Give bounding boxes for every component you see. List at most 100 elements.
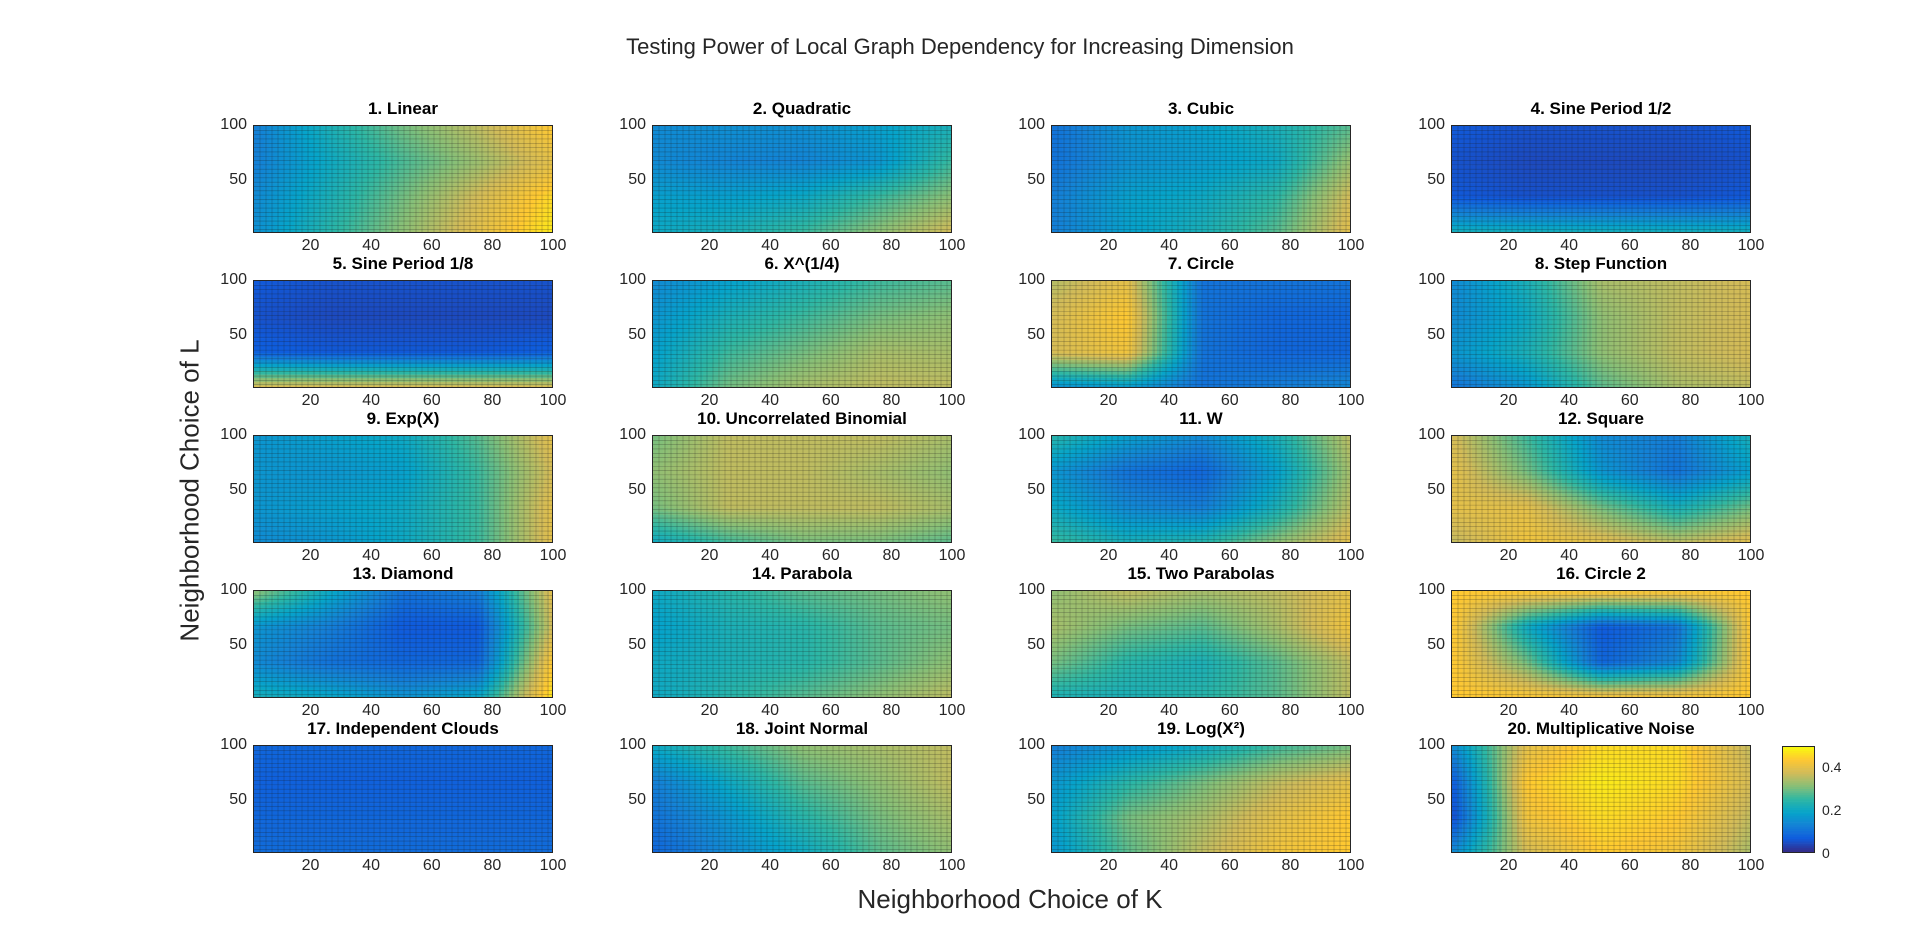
- heatmap-cell: [404, 223, 410, 228]
- heatmap-cell: [723, 133, 729, 138]
- heatmap-cell: [873, 212, 879, 217]
- heatmap-cell: [304, 226, 310, 231]
- heatmap-cell: [254, 169, 260, 174]
- heatmap-cell: [1202, 180, 1208, 184]
- heatmap-cell: [868, 187, 874, 192]
- heatmap-cell: [693, 190, 699, 195]
- heatmap-cell: [534, 194, 540, 199]
- heatmap-cell: [1177, 183, 1183, 188]
- heatmap-cell: [848, 201, 854, 206]
- heatmap-cell: [848, 226, 854, 231]
- heatmap-cell: [828, 205, 834, 210]
- heatmap-cell: [1342, 144, 1348, 148]
- heatmap-cell: [793, 183, 799, 188]
- heatmap-cell: [793, 212, 799, 217]
- heatmap-cell: [254, 147, 260, 152]
- heatmap-cell: [833, 151, 839, 156]
- heatmap-cell: [534, 198, 540, 202]
- heatmap-cell: [1167, 169, 1173, 174]
- heatmap-cell: [404, 172, 410, 177]
- heatmap-cell: [534, 201, 540, 206]
- heatmap-cell: [1342, 172, 1348, 177]
- heatmap-cell: [933, 180, 939, 184]
- heatmap-cell: [708, 187, 714, 192]
- heatmap-cell: [728, 219, 734, 224]
- heatmap-cell: [1112, 176, 1118, 181]
- heatmap-cell: [294, 147, 300, 152]
- heatmap-cell: [703, 136, 709, 141]
- heatmap-cell: [678, 201, 684, 206]
- heatmap-cell: [369, 144, 375, 148]
- heatmap-cell: [354, 183, 360, 188]
- heatmap-cell: [1167, 190, 1173, 195]
- heatmap-cell: [259, 172, 265, 177]
- heatmap-cell: [818, 223, 824, 228]
- heatmap-cell: [733, 126, 739, 130]
- heatmap-cell: [738, 133, 744, 138]
- heatmap-cell: [653, 208, 659, 213]
- y-tick-label: 50: [207, 171, 247, 189]
- heatmap-cell: [524, 158, 530, 163]
- heatmap-cell: [683, 129, 689, 134]
- heatmap-cell: [863, 162, 869, 166]
- heatmap-cell: [1322, 162, 1328, 166]
- heatmap-cell: [429, 190, 435, 195]
- heatmap-cell: [1222, 194, 1228, 199]
- heatmap-cell: [439, 190, 445, 195]
- heatmap-cell: [773, 136, 779, 141]
- heatmap-cell: [284, 172, 290, 177]
- heatmap-cell: [399, 176, 405, 181]
- heatmap-cell: [703, 223, 709, 228]
- heatmap-cell: [833, 205, 839, 210]
- heatmap-cell: [928, 212, 934, 217]
- heatmap-cell: [873, 205, 879, 210]
- heatmap-cell: [923, 198, 929, 202]
- heatmap-cell: [903, 226, 909, 231]
- heatmap-cell: [933, 151, 939, 156]
- heatmap-cell: [738, 187, 744, 192]
- heatmap-cell: [658, 208, 664, 213]
- heatmap-cell: [803, 219, 809, 224]
- heatmap-cell: [319, 151, 325, 156]
- heatmap-cell: [364, 126, 370, 130]
- heatmap-cell: [1277, 176, 1283, 181]
- heatmap-cell: [828, 129, 834, 134]
- heatmap-cell: [424, 180, 430, 184]
- heatmap-cell: [279, 208, 285, 213]
- heatmap-cell: [798, 208, 804, 213]
- heatmap-cell: [768, 133, 774, 138]
- heatmap-cell: [489, 172, 495, 177]
- heatmap-cell: [1112, 187, 1118, 192]
- heatmap-cell: [454, 172, 460, 177]
- heatmap-cell: [349, 216, 355, 220]
- heatmap-cell: [913, 208, 919, 213]
- heatmap-cell: [1167, 187, 1173, 192]
- heatmap-cell: [1337, 165, 1343, 170]
- heatmap-cell: [668, 147, 674, 152]
- heatmap-cell: [1232, 151, 1238, 156]
- heatmap-cell: [259, 147, 265, 152]
- heatmap-cell: [668, 183, 674, 188]
- heatmap-cell: [459, 205, 465, 210]
- heatmap-cell: [783, 198, 789, 202]
- heatmap-cell: [464, 172, 470, 177]
- heatmap-cell: [1052, 176, 1058, 181]
- heatmap-cell: [1252, 136, 1258, 141]
- heatmap-cell: [329, 140, 335, 145]
- heatmap-cell: [464, 194, 470, 199]
- heatmap-cell: [534, 172, 540, 177]
- heatmap-cell: [334, 216, 340, 220]
- heatmap-cell: [1267, 158, 1273, 163]
- heatmap-cell: [928, 180, 934, 184]
- heatmap-cell: [1332, 133, 1338, 138]
- heatmap-cell: [1197, 129, 1203, 134]
- heatmap-cell: [1282, 183, 1288, 188]
- heatmap-cell: [399, 165, 405, 170]
- heatmap-cell: [843, 151, 849, 156]
- heatmap-cell: [289, 226, 295, 231]
- heatmap-cell: [299, 176, 305, 181]
- heatmap-cell: [1307, 169, 1313, 174]
- heatmap-cell: [673, 162, 679, 166]
- heatmap-cell: [1052, 158, 1058, 163]
- heatmap-cell: [1117, 190, 1123, 195]
